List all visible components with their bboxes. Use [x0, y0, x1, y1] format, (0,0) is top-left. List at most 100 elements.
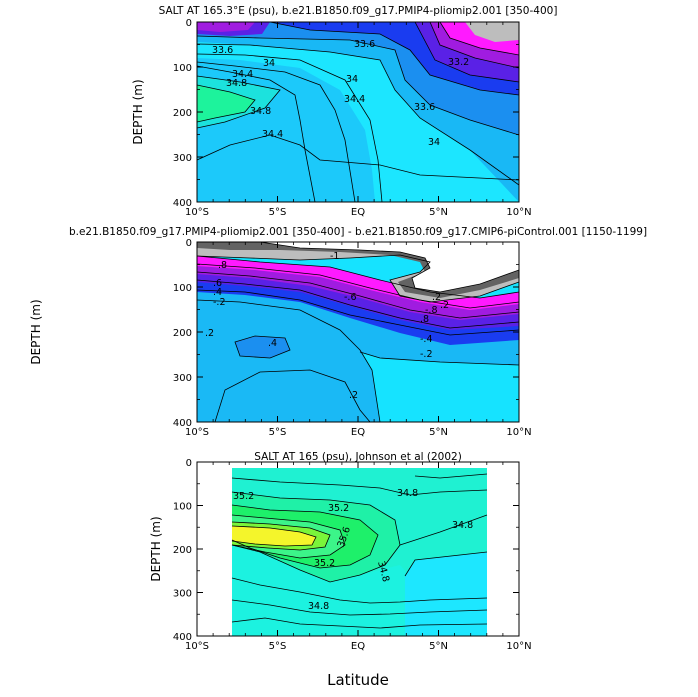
contour-line: [231, 504, 379, 569]
x-tick-label: 5°N: [429, 427, 448, 438]
panel-1-title: SALT AT 165.3°E (psu), b.e21.B1850.f09_g…: [159, 5, 558, 17]
contour-line: [414, 473, 488, 479]
contour-label: -1: [330, 251, 339, 262]
y-tick-label: 200: [173, 108, 192, 119]
x-tick-label: 10°S: [185, 427, 209, 438]
contour-line: [197, 65, 316, 202]
contour-label: 34.8: [452, 520, 473, 531]
x-tick-label: 5°S: [269, 207, 287, 218]
contour-line: [231, 521, 331, 551]
y-tick-label: 200: [173, 328, 192, 339]
contour-label: 33.6: [212, 45, 233, 56]
x-tick-label: EQ: [351, 641, 365, 652]
contour-label: .8: [420, 314, 429, 325]
fill-0.2: [197, 300, 380, 422]
x-tick-label: 5°S: [269, 641, 287, 652]
panel-2-contour-labels: .8 .6 .4 -.2 .2 .4 .2 -1 -.6 -.8 .8 -.4 …: [205, 251, 449, 401]
fill-0.4: [235, 336, 290, 358]
contour-label: 34: [428, 137, 440, 148]
panel-2-fill: [197, 242, 519, 422]
contour-line: [231, 491, 401, 583]
contour-line: [231, 577, 488, 604]
fill-neg-1.2: [260, 242, 519, 292]
x-tick-label: 10°N: [506, 207, 531, 218]
y-tick-label: 300: [173, 373, 192, 384]
contour-line: [231, 525, 317, 547]
x-tick-label: 10°N: [506, 427, 531, 438]
contour-label: 33.6: [354, 39, 375, 50]
y-tick-label: 200: [173, 545, 192, 556]
contour-line: [399, 514, 488, 546]
panel-2-axes: 10°S 5°S EQ 5°N 10°N 0 100 200 300 400: [173, 238, 532, 438]
contour-label: 34.4: [232, 69, 253, 80]
contour-label: .6: [213, 278, 222, 289]
fill-31.6: [465, 22, 519, 42]
contour-line: [197, 61, 356, 202]
y-tick-label: 100: [173, 283, 192, 294]
y-tick-label: 400: [173, 632, 192, 643]
panel-1: SALT AT 165.3°E (psu), b.e21.B1850.f09_g…: [131, 5, 557, 218]
contour-label: 33.6: [414, 102, 435, 113]
contour-label: 34.8: [308, 601, 329, 612]
contour-label: 35.2: [233, 491, 254, 502]
contour-line: [234, 335, 291, 359]
panel-3-axes: 10°S 5°S EQ 5°N 10°N 0 100 200 300 400: [173, 458, 532, 652]
panel-1-axes: 10°S 5°S EQ 5°N 10°N 0 100 200 300 400: [173, 18, 532, 218]
contour-label: .2: [349, 390, 358, 401]
panel-1-lines: [197, 22, 519, 202]
panel-1-ylabel: DEPTH (m): [131, 79, 145, 144]
x-axis-title: Latitude: [327, 671, 389, 689]
contour-line: [414, 22, 519, 83]
contour-label: -.2: [213, 297, 226, 308]
contour-label: 34: [346, 74, 358, 85]
x-tick-label: 5°N: [429, 207, 448, 218]
contour-label: -.4: [420, 334, 433, 345]
contour-line: [231, 477, 488, 496]
panel-2-ylabel: DEPTH (m): [29, 299, 43, 364]
y-tick-label: 400: [173, 198, 192, 209]
fill-1.0: [197, 264, 519, 320]
contour-label: 35.2: [314, 558, 335, 569]
contour-line: [197, 299, 381, 422]
contour-label: 34.8: [250, 106, 271, 117]
x-tick-label: 10°N: [506, 641, 531, 652]
fill-neg-2: [197, 22, 255, 32]
fill-0.4-band: [197, 290, 519, 365]
contour-label: 34.8: [397, 488, 418, 499]
contour-label: 34.8: [226, 78, 247, 89]
fill-0.6: [197, 280, 519, 345]
contour-line: [429, 22, 519, 69]
contour-label: .4: [213, 287, 222, 298]
contour-line: [439, 22, 519, 56]
contour-label: 34.4: [262, 129, 283, 140]
contour-line: [231, 599, 488, 616]
y-tick-label: 300: [173, 589, 192, 600]
contour-label: -.2: [420, 349, 433, 360]
contour-line: [197, 255, 519, 299]
x-tick-label: 10°S: [185, 641, 209, 652]
contour-label: 34.4: [344, 94, 365, 105]
y-tick-label: 0: [186, 458, 192, 469]
panel-3-ylabel: DEPTH (m): [149, 516, 163, 581]
contour-line: [197, 271, 519, 319]
y-tick-label: 0: [186, 18, 192, 29]
contour-line: [259, 242, 519, 293]
x-tick-label: EQ: [351, 207, 365, 218]
contour-line: [231, 617, 488, 629]
contour-line: [231, 514, 346, 559]
contour-line: [197, 254, 519, 303]
contour-line: [197, 263, 519, 309]
contour-label: 35.2: [328, 503, 349, 514]
panel-1-fill: [197, 22, 519, 202]
y-tick-label: 0: [186, 238, 192, 249]
panel-2: b.e21.B1850.f09_g17.PMIP4-pliomip2.001 […: [29, 226, 647, 438]
contour-label: -.8: [425, 305, 438, 316]
y-tick-label: 100: [173, 63, 192, 74]
contour-label: .2: [440, 300, 449, 311]
y-tick-label: 100: [173, 502, 192, 513]
x-tick-label: EQ: [351, 427, 365, 438]
panel-3-lines: [231, 473, 488, 629]
contour-label: .2: [205, 328, 214, 339]
contour-label: .4: [268, 338, 277, 349]
contour-line: [269, 22, 519, 96]
